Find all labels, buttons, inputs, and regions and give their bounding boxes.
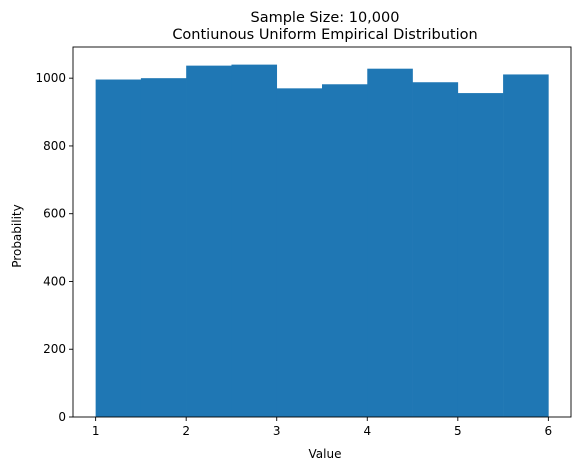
y-tick-label: 600 (43, 207, 66, 221)
x-tick-label: 2 (182, 424, 190, 438)
y-tick-label: 0 (58, 410, 66, 424)
y-axis-label: Probability (10, 204, 24, 267)
histogram-bar (186, 65, 232, 417)
y-tick-label: 400 (43, 274, 66, 288)
histogram-bar (140, 78, 187, 418)
x-axis-label: Value (309, 447, 342, 461)
x-tick-label: 1 (92, 424, 100, 438)
y-tick-label: 200 (43, 342, 66, 356)
x-tick-label: 4 (363, 424, 371, 438)
x-tick-label: 6 (545, 424, 553, 438)
histogram-bar (367, 68, 413, 417)
x-tick-label: 5 (454, 424, 462, 438)
histogram-bar (412, 82, 459, 417)
histogram-bar (322, 84, 368, 418)
histogram-bar (503, 74, 549, 417)
y-tick-label: 800 (43, 139, 66, 153)
y-tick-label: 1000 (35, 71, 66, 85)
histogram-bars (95, 64, 549, 418)
x-tick-label: 3 (273, 424, 281, 438)
histogram-bar (276, 88, 323, 417)
y-axis-ticks: 0 200 400 600 800 1000 (35, 71, 73, 424)
histogram-bar (231, 64, 278, 417)
histogram-bar (95, 79, 142, 418)
chart-title-line-1: Sample Size: 10,000 (251, 10, 400, 26)
x-axis-ticks: 1 2 3 4 5 6 (92, 417, 552, 438)
chart-title-line-2: Contiunous Uniform Empirical Distributio… (172, 27, 477, 43)
histogram-bar (457, 93, 504, 417)
plot-frame (72, 46, 572, 418)
